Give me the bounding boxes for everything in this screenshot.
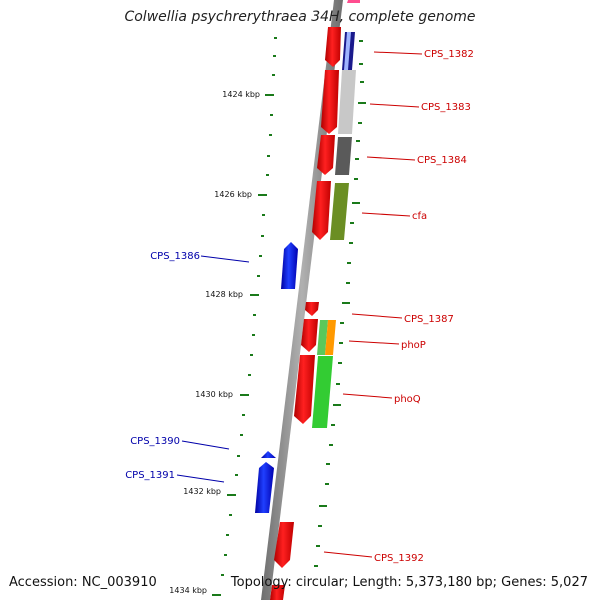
gene-arrow-phop[interactable] <box>301 319 318 352</box>
cog-bar-olive <box>330 183 349 240</box>
gene-arrow-partial[interactable] <box>270 585 285 600</box>
gene-arrow-cps1383[interactable] <box>321 70 339 134</box>
gene-label-cps1390[interactable]: CPS_1390 <box>130 436 180 447</box>
gene-label-cps1383[interactable]: CPS_1383 <box>421 102 471 113</box>
gene-label-cps1386[interactable]: CPS_1386 <box>150 251 200 262</box>
gene-label-cps1392[interactable]: CPS_1392 <box>374 553 424 564</box>
gene-arrow-cps1390[interactable] <box>261 451 276 458</box>
topology-text: Topology: circular; Length: 5,373,180 bp… <box>230 575 588 590</box>
cog-bar-top-pink <box>347 0 360 3</box>
gene-arrow-cps1384[interactable] <box>317 135 335 175</box>
cog-bar-orange <box>325 320 336 355</box>
cog-bar-green-large <box>312 356 333 428</box>
outer-tick-ring <box>314 40 366 567</box>
accession-text: Accession: NC_003910 <box>9 575 157 590</box>
cog-bar-darkgray <box>335 137 352 175</box>
scale-label: 1430 kbp <box>195 390 233 399</box>
cog-bar-green-small <box>317 320 328 355</box>
gene-arrow-cps1392[interactable] <box>274 522 294 568</box>
scale-label: 1426 kbp <box>214 190 252 199</box>
label-leaders-reverse <box>176 255 250 483</box>
gene-label-cfa[interactable]: cfa <box>412 211 427 222</box>
scale-label: 1434 kbp <box>169 586 207 595</box>
gene-arrow-cps1391[interactable] <box>255 462 274 513</box>
gene-arrow-phoq[interactable] <box>294 355 315 424</box>
gene-label-cps1391[interactable]: CPS_1391 <box>125 470 175 481</box>
scale-label: 1432 kbp <box>183 487 221 496</box>
gene-label-cps1382[interactable]: CPS_1382 <box>424 49 474 60</box>
cog-category-bars <box>312 0 360 428</box>
gene-arrow-cps1386[interactable] <box>281 242 298 289</box>
forward-strand-genes <box>270 27 341 600</box>
label-leaders-forward <box>323 51 423 558</box>
gene-label-phoq[interactable]: phoQ <box>394 394 421 405</box>
reverse-strand-genes <box>255 242 298 513</box>
scale-label: 1424 kbp <box>222 90 260 99</box>
gene-arrow-cps1387[interactable] <box>305 302 319 316</box>
gene-label-cps1384[interactable]: CPS_1384 <box>417 155 467 166</box>
gene-label-cps1387[interactable]: CPS_1387 <box>404 314 454 325</box>
gene-arrow-cfa[interactable] <box>312 181 331 240</box>
cog-bar-lightgray <box>338 70 356 134</box>
scale-tick-ring <box>212 37 277 596</box>
scale-label: 1428 kbp <box>205 290 243 299</box>
map-title: Colwellia psychrerythraea 34H, complete … <box>124 9 476 25</box>
cog-bar-top-lightblue <box>344 32 351 70</box>
gene-arrow-cps1382[interactable] <box>325 27 341 67</box>
gene-label-phop[interactable]: phoP <box>401 340 426 351</box>
